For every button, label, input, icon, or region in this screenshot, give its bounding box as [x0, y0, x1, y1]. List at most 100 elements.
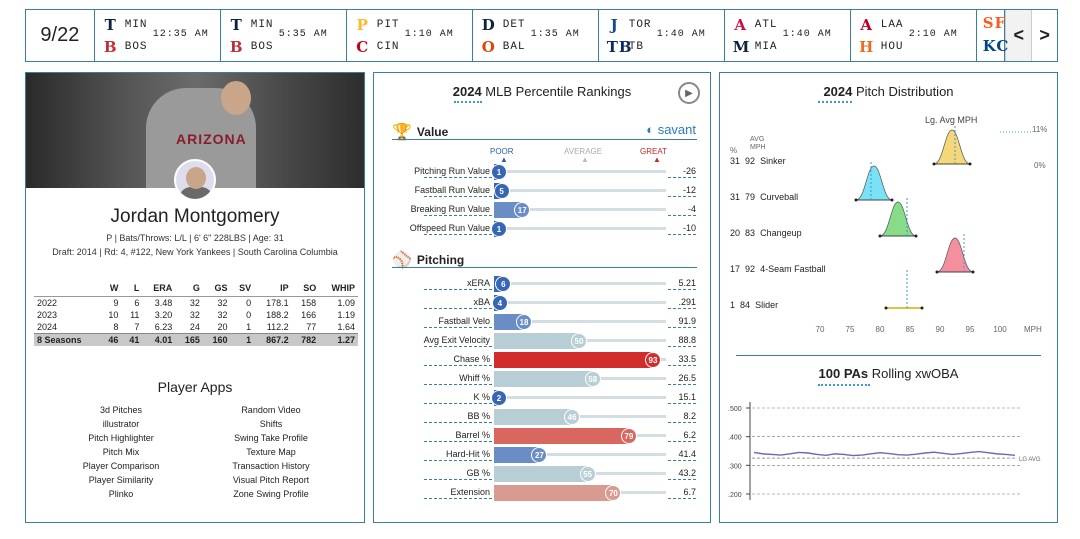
app-link[interactable]: Shifts [259, 419, 283, 429]
play-icon[interactable]: ▶ [678, 82, 700, 104]
pitch-endpoint [932, 162, 936, 166]
home-logo-icon: TB [606, 38, 633, 56]
stats-header[interactable]: IP [254, 280, 292, 297]
home-team: BOS [124, 41, 148, 53]
percentile-row[interactable]: xBA 4 .291 [374, 294, 710, 312]
distribution-panel: 2024 Pitch Distribution Lg. Avg MPH 11% … [719, 72, 1058, 523]
pitch-row-label[interactable]: 31 79 Curveball [730, 192, 799, 202]
away-team: DET [502, 19, 526, 31]
stats-header[interactable]: WHIP [319, 280, 358, 297]
app-link[interactable]: Zone Swing Profile [233, 489, 309, 499]
x-tick-label: 95 [966, 325, 975, 334]
stats-header[interactable]: L [121, 280, 143, 297]
sf-logo-icon: SF [982, 14, 1007, 32]
home-logo-icon: B [103, 38, 118, 56]
app-link[interactable]: illustrator [102, 419, 140, 429]
prev-button[interactable]: < [1005, 10, 1032, 61]
app-link[interactable]: Transaction History [232, 461, 310, 471]
stats-header[interactable] [34, 280, 101, 297]
stats-cell: 8 Seasons [34, 332, 101, 346]
app-link[interactable]: Random Video [241, 405, 301, 415]
col-pct: % [730, 146, 738, 155]
percentile-value: 41.4 [678, 449, 696, 459]
percentile-row[interactable]: Pitching Run Value 1 -26 [374, 163, 710, 181]
game-card[interactable]: D DET O BAL 1:35 AM [473, 10, 599, 61]
pitch-endpoint [971, 270, 975, 274]
stats-header[interactable]: GS [202, 280, 231, 297]
percentile-row[interactable]: Hard-Hit % 27 41.4 [374, 446, 710, 464]
percentile-value: -12 [682, 185, 696, 195]
y-tick-label: .500 [728, 406, 742, 413]
percentile-label: Barrel % [455, 430, 490, 440]
game-card[interactable]: A ATL M MIA 1:40 AM [725, 10, 851, 61]
stats-cell: 867.2 [254, 332, 292, 346]
trophy-icon: 🏆 [392, 124, 412, 141]
percentile-row[interactable]: xERA 6 5.21 [374, 275, 710, 293]
percentile-row[interactable]: K % 2 15.1 [374, 389, 710, 407]
xwoba-line [753, 450, 1016, 457]
scoreboard-date[interactable]: 9/22 [26, 10, 95, 61]
game-partial[interactable]: SF KC [977, 10, 1008, 61]
app-link[interactable]: Texture Map [246, 447, 296, 457]
home-team: CIN [376, 41, 400, 53]
next-button[interactable]: > [1031, 10, 1057, 61]
game-card[interactable]: J TOR TB TB 1:40 AM [599, 10, 725, 61]
pitch-endpoint [920, 306, 924, 310]
percentile-value: .291 [678, 297, 696, 307]
savant-logo[interactable]: ◐ savant [646, 122, 696, 137]
percentile-bubble: 2 [491, 390, 507, 406]
game-card[interactable]: T MIN B BOS 12:35 AM [95, 10, 221, 61]
stats-cell: 1.09 [337, 297, 355, 308]
game-card[interactable]: T MIN B BOS 5:35 AM [221, 10, 347, 61]
stats-cell: 1 [246, 321, 252, 332]
stats-cell: 2022 [37, 297, 58, 308]
percentile-title: 2024 MLB Percentile Rankings [452, 84, 632, 99]
percentile-value: 33.5 [678, 354, 696, 364]
percentile-row[interactable]: Fastball Run Value 5 -12 [374, 182, 710, 200]
game-card[interactable]: A LAA H HOU 2:10 AM [851, 10, 977, 61]
percentile-value: -26 [682, 166, 696, 176]
percentile-value: -4 [687, 204, 696, 214]
away-team: PIT [376, 19, 400, 31]
stats-cell: 24 [189, 321, 200, 332]
pitch-row-label[interactable]: 31 92 Sinker [730, 156, 786, 166]
percentile-row[interactable]: Whiff % 58 26.5 [374, 370, 710, 388]
percentile-row[interactable]: BB % 46 8.2 [374, 408, 710, 426]
percentile-row[interactable]: Barrel % 79 6.2 [374, 427, 710, 445]
pitch-row-label[interactable]: 20 83 Changeup [730, 228, 802, 238]
stats-row: 8 Seasons 46 41 4.01 165 160 1 867.2 782 1.27 [34, 332, 358, 346]
x-tick-label: 80 [876, 325, 885, 334]
stats-header[interactable]: G [175, 280, 203, 297]
percentile-row[interactable]: GB % 55 43.2 [374, 465, 710, 483]
percentile-bubble: 17 [514, 202, 531, 218]
stats-header[interactable]: SV [230, 280, 255, 297]
app-link[interactable]: Player Similarity [88, 475, 154, 485]
percentile-row[interactable]: Offspeed Run Value 1 -10 [374, 220, 710, 238]
percentile-row[interactable]: Chase % 93 33.5 [374, 351, 710, 369]
percentile-bubble: 93 [644, 352, 661, 368]
stats-header[interactable]: W [100, 280, 122, 297]
app-link[interactable]: Player Comparison [82, 461, 160, 471]
stats-cell: 32 [217, 309, 228, 320]
app-link[interactable]: Pitch Mix [102, 447, 140, 457]
game-card[interactable]: P PIT C CIN 1:10 AM [347, 10, 473, 61]
percentile-row[interactable]: Extension 70 6.7 [374, 484, 710, 502]
pitch-row-label[interactable]: 1 84 Slider [730, 300, 779, 310]
percentile-bar [494, 447, 541, 463]
savant-label: savant [657, 122, 696, 137]
percentile-bar [494, 466, 589, 482]
percentile-label: Avg Exit Velocity [423, 335, 490, 345]
percentile-row[interactable]: Breaking Run Value 17 -4 [374, 201, 710, 219]
stats-header[interactable]: ERA [142, 280, 176, 297]
pitch-row-label[interactable]: 17 92 4-Seam Fastball [730, 264, 826, 274]
percentile-bubble: 1 [491, 221, 507, 237]
app-link[interactable]: Pitch Highlighter [88, 433, 154, 443]
percentile-bubble: 5 [493, 183, 510, 199]
app-link[interactable]: Visual Pitch Report [232, 475, 310, 485]
app-link[interactable]: Plinko [108, 489, 134, 499]
app-link[interactable]: Swing Take Profile [234, 433, 308, 443]
app-link[interactable]: 3d Pitches [99, 405, 143, 415]
percentile-row[interactable]: Fastball Velo 18 91.9 [374, 313, 710, 331]
percentile-row[interactable]: Avg Exit Velocity 50 88.8 [374, 332, 710, 350]
stats-header[interactable]: SO [291, 280, 320, 297]
